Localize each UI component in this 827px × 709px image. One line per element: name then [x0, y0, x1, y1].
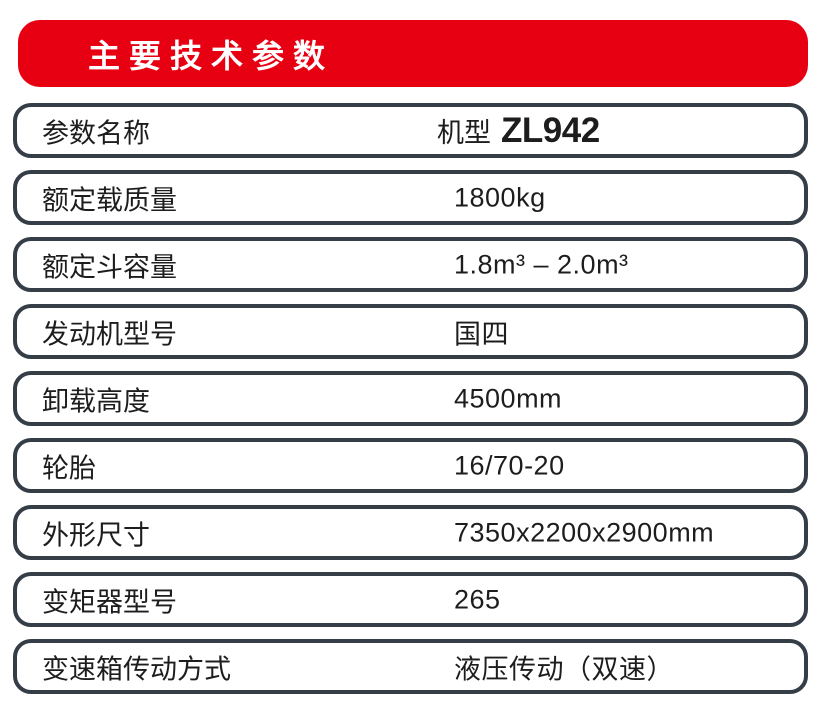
row-label: 变速箱传动方式 [42, 654, 231, 684]
row-label: 额定斗容量 [42, 252, 177, 282]
row-value: 1.8m³ – 2.0m³ [454, 249, 629, 279]
row-value: 4500mm [454, 383, 563, 413]
row-label: 发动机型号 [42, 319, 177, 349]
section-title: 主要技术参数 [88, 37, 335, 74]
row-label: 轮胎 [42, 453, 96, 483]
row-label: 外形尺寸 [42, 520, 150, 550]
spec-table: 参数名称 机型 ZL942 额定载质量 1800kg 额定斗容量 1.8m³ –… [13, 103, 808, 694]
row-label: 变矩器型号 [42, 587, 177, 617]
model-prefix: 机型 [437, 117, 491, 148]
table-row: 变速箱传动方式 液压传动（双速） [13, 639, 808, 694]
table-row: 外形尺寸 7350x2200x2900mm [13, 505, 808, 560]
table-row-model: 参数名称 机型 ZL942 [13, 103, 808, 158]
row-value: 机型 ZL942 [437, 111, 600, 151]
row-value: 国四 [454, 319, 509, 349]
table-row: 额定载质量 1800kg [13, 170, 808, 225]
row-value: 液压传动（双速） [454, 654, 674, 684]
model-name: ZL942 [501, 110, 600, 150]
row-label: 额定载质量 [42, 185, 177, 215]
row-label: 参数名称 [42, 118, 150, 148]
row-label: 卸载高度 [42, 386, 150, 416]
row-value: 7350x2200x2900mm [454, 517, 715, 547]
row-value: 16/70-20 [454, 450, 565, 480]
table-row: 额定斗容量 1.8m³ – 2.0m³ [13, 237, 808, 292]
table-row: 卸载高度 4500mm [13, 371, 808, 426]
section-header-banner: 主要技术参数 [18, 20, 808, 87]
table-row: 变矩器型号 265 [13, 572, 808, 627]
row-value: 1800kg [454, 182, 546, 212]
row-value: 265 [454, 584, 501, 614]
table-row: 轮胎 16/70-20 [13, 438, 808, 493]
table-row: 发动机型号 国四 [13, 304, 808, 359]
